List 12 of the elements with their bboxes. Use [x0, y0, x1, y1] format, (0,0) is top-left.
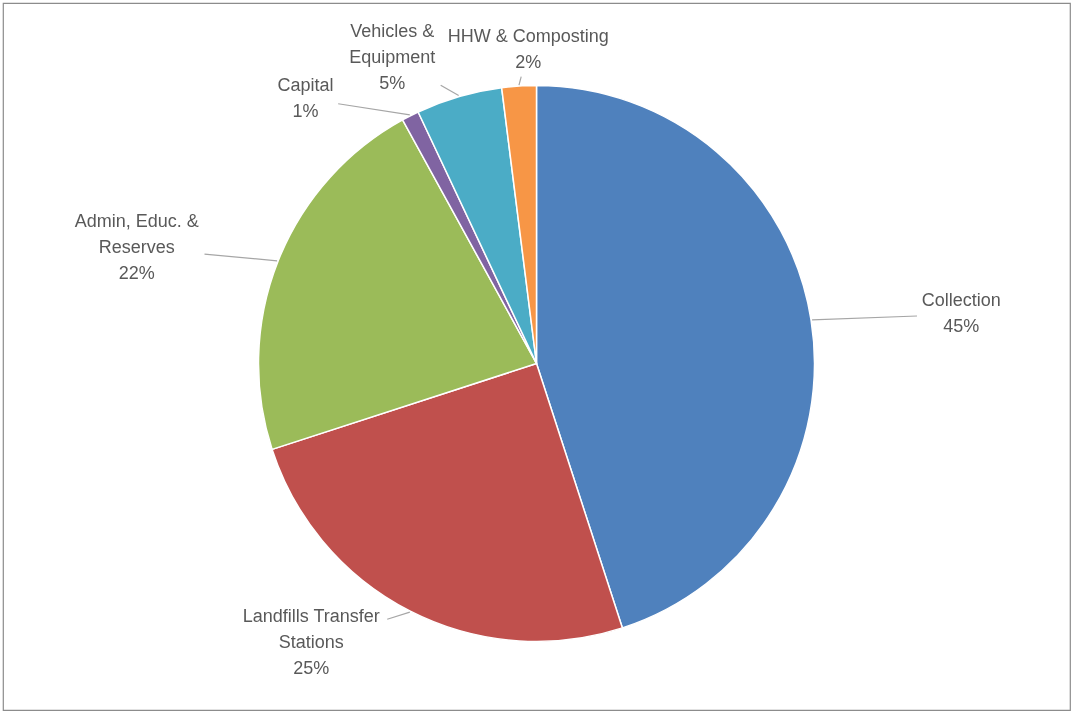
slice-label: HHW & Composting	[447, 25, 609, 46]
data-label: 5%	[379, 72, 406, 93]
data-label: 25%	[293, 658, 330, 679]
slice-label: Vehicles & Equipment	[349, 20, 436, 67]
data-label: 45%	[943, 316, 980, 337]
slice-label: Collection	[921, 290, 1001, 311]
data-label: 2%	[515, 51, 542, 72]
data-label: 22%	[118, 262, 155, 283]
slice-label: Landfills Transfer Stations	[242, 606, 380, 653]
slice-label: Capital	[277, 74, 334, 95]
data-label: 1%	[292, 100, 319, 121]
slice-label: Admin, Educ. & Reserves	[74, 210, 199, 257]
